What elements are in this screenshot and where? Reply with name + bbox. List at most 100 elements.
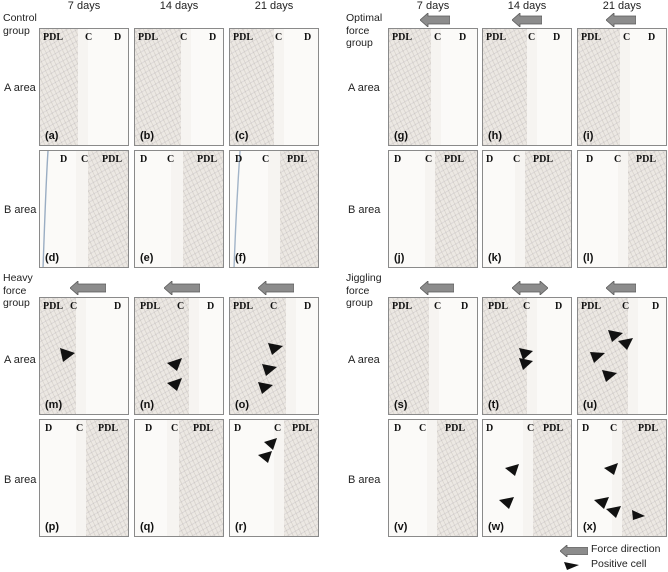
panel-r: D C PDL (r) bbox=[229, 419, 319, 537]
panel-m: PDL C D (m) bbox=[39, 297, 129, 415]
label-d: D bbox=[582, 423, 590, 434]
area-label-b-bottom-right: B area bbox=[348, 474, 381, 486]
area-label-b-top-left: B area bbox=[4, 204, 37, 216]
label-c: C bbox=[262, 154, 270, 165]
group-label-jiggling: Jiggling force group bbox=[346, 272, 382, 309]
legend-force-label: Force direction bbox=[591, 543, 661, 555]
panel-l: D C PDL (l) bbox=[577, 150, 667, 268]
force-arrow-left-o bbox=[258, 281, 294, 295]
label-pdl: PDL bbox=[138, 32, 158, 43]
force-arrow-both-t bbox=[512, 281, 548, 295]
label-pdl: PDL bbox=[197, 154, 217, 165]
dentin-edge bbox=[42, 151, 49, 267]
panel-k: D C PDL (k) bbox=[482, 150, 572, 268]
header-left-21days: 21 days bbox=[254, 0, 294, 12]
area-label-b-bottom-left: B area bbox=[4, 474, 37, 486]
panel-id-u: (u) bbox=[583, 399, 598, 411]
label-pdl: PDL bbox=[102, 154, 122, 165]
label-c: C bbox=[81, 154, 89, 165]
label-pdl: PDL bbox=[581, 301, 601, 312]
force-arrow-left-i bbox=[606, 13, 636, 27]
label-d: D bbox=[394, 154, 402, 165]
label-pdl: PDL bbox=[445, 423, 465, 434]
label-c: C bbox=[622, 301, 630, 312]
header-right-21days: 21 days bbox=[602, 0, 642, 12]
label-pdl: PDL bbox=[43, 32, 63, 43]
panel-id-t: (t) bbox=[488, 399, 499, 411]
force-arrow-left-s bbox=[420, 281, 454, 295]
label-d: D bbox=[140, 154, 148, 165]
panel-a: PDL C D (a) bbox=[39, 28, 129, 146]
panel-id-m: (m) bbox=[45, 399, 63, 411]
label-pdl: PDL bbox=[444, 154, 464, 165]
force-arrow-left-n bbox=[164, 281, 200, 295]
label-c: C bbox=[76, 423, 84, 434]
panel-id-v: (v) bbox=[394, 521, 408, 533]
panel-n: PDL C D (n) bbox=[134, 297, 224, 415]
label-d: D bbox=[114, 32, 122, 43]
panel-id-s: (s) bbox=[394, 399, 408, 411]
label-d: D bbox=[555, 301, 563, 312]
label-pdl: PDL bbox=[486, 32, 506, 43]
label-c: C bbox=[523, 301, 531, 312]
label-d: D bbox=[207, 301, 215, 312]
dentin-edge bbox=[233, 151, 241, 267]
label-d: D bbox=[553, 32, 561, 43]
panel-d: D C PDL (d) bbox=[39, 150, 129, 268]
header-right-14days: 14 days bbox=[507, 0, 547, 12]
area-label-b-top-right: B area bbox=[348, 204, 381, 216]
positive-cell-markers bbox=[167, 358, 182, 391]
label-c: C bbox=[614, 154, 622, 165]
panel-e: D C PDL (e) bbox=[134, 150, 224, 268]
label-pdl: PDL bbox=[392, 301, 412, 312]
label-c: C bbox=[275, 32, 283, 43]
panel-p: D C PDL (p) bbox=[39, 419, 129, 537]
label-c: C bbox=[180, 32, 188, 43]
label-pdl: PDL bbox=[193, 423, 213, 434]
label-c: C bbox=[167, 154, 175, 165]
panel-id-g: (g) bbox=[394, 130, 409, 142]
label-c: C bbox=[610, 423, 618, 434]
force-arrow-left-h bbox=[512, 13, 542, 27]
group-label-control: Control group bbox=[3, 12, 37, 37]
label-pdl: PDL bbox=[636, 154, 656, 165]
header-left-7days: 7 days bbox=[67, 0, 101, 12]
label-c: C bbox=[274, 423, 282, 434]
area-label-a-bottom-left: A area bbox=[4, 354, 36, 366]
label-d: D bbox=[304, 301, 312, 312]
label-d: D bbox=[209, 32, 217, 43]
panel-t: PDL C D (t) bbox=[482, 297, 572, 415]
legend-force-arrow-icon bbox=[560, 545, 588, 557]
positive-cell-markers bbox=[519, 348, 533, 370]
header-left-14days: 14 days bbox=[159, 0, 199, 12]
panel-q: D C PDL (q) bbox=[134, 419, 224, 537]
group-label-optimal: Optimal force group bbox=[346, 12, 383, 49]
label-d: D bbox=[461, 301, 469, 312]
label-d: D bbox=[45, 423, 53, 434]
legend-positive-label: Positive cell bbox=[591, 558, 647, 570]
label-c: C bbox=[527, 423, 535, 434]
force-arrow-left-m bbox=[70, 281, 106, 295]
panel-b: PDL C D (b) bbox=[134, 28, 224, 146]
positive-cell-markers bbox=[258, 343, 283, 394]
legend: Force direction Positive cell bbox=[560, 543, 668, 572]
label-pdl: PDL bbox=[43, 301, 63, 312]
label-pdl: PDL bbox=[140, 301, 160, 312]
panel-o: PDL C D (o) bbox=[229, 297, 319, 415]
area-label-a-bottom-right: A area bbox=[348, 354, 380, 366]
panel-x: D C PDL (x) bbox=[577, 419, 667, 537]
label-pdl: PDL bbox=[287, 154, 307, 165]
label-c: C bbox=[171, 423, 179, 434]
panel-v: D C PDL (v) bbox=[388, 419, 478, 537]
panel-id-k: (k) bbox=[488, 252, 502, 264]
label-c: C bbox=[177, 301, 185, 312]
label-c: C bbox=[419, 423, 427, 434]
label-pdl: PDL bbox=[638, 423, 658, 434]
label-c: C bbox=[85, 32, 93, 43]
panel-id-n: (n) bbox=[140, 399, 155, 411]
area-label-a-top-left: A area bbox=[4, 82, 36, 94]
label-d: D bbox=[234, 423, 242, 434]
positive-cell-markers bbox=[594, 463, 645, 520]
force-arrow-left-u bbox=[606, 281, 636, 295]
label-d: D bbox=[652, 301, 660, 312]
